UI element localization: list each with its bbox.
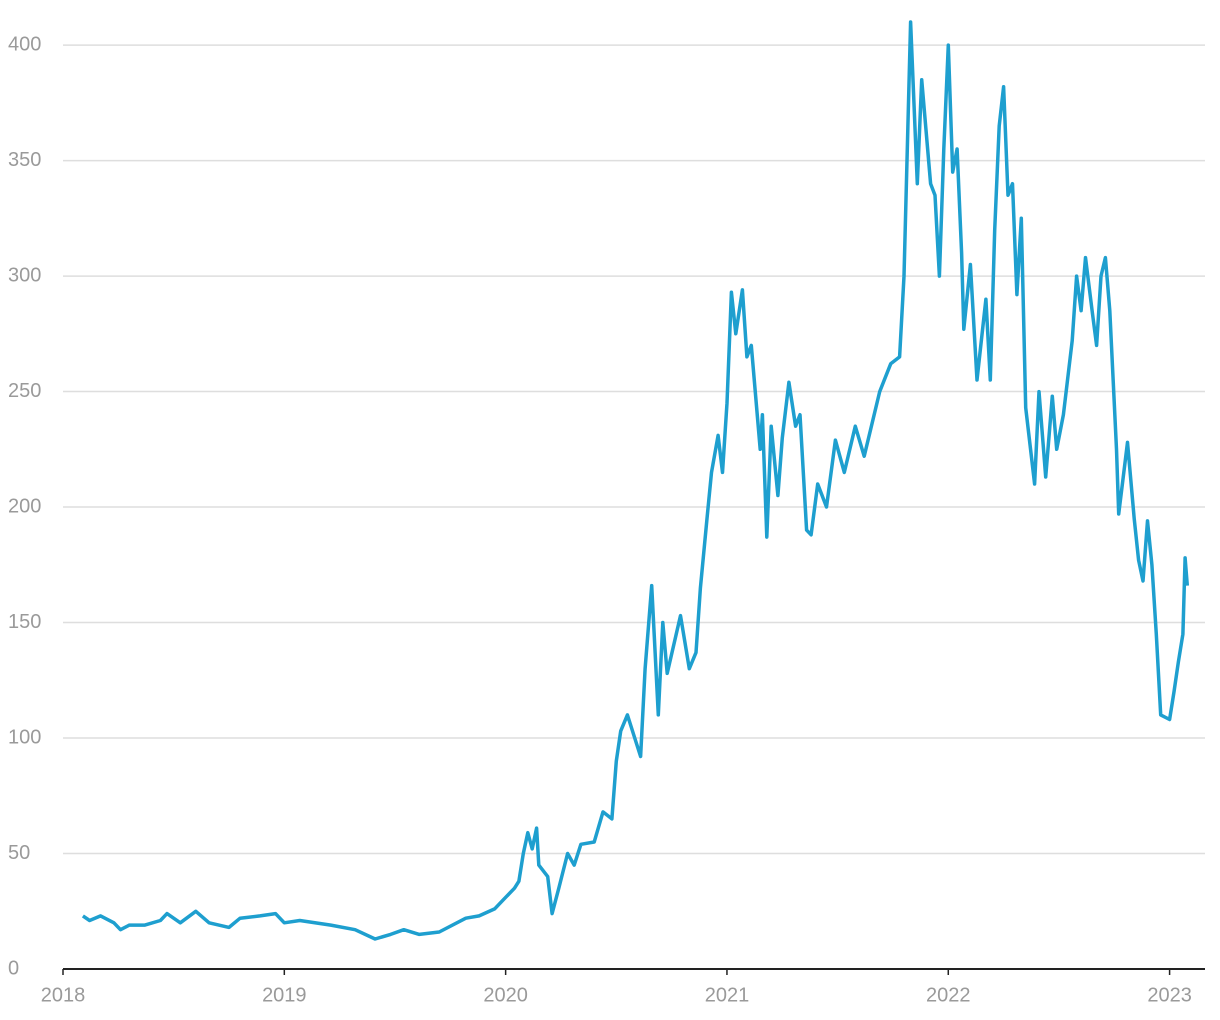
y-tick-label: 250 <box>8 380 41 402</box>
y-tick-label: 400 <box>8 33 41 55</box>
x-tick-label: 2021 <box>705 984 750 1006</box>
x-tick-label: 2022 <box>926 984 971 1006</box>
x-tick-label: 2020 <box>483 984 528 1006</box>
x-tick-label: 2019 <box>262 984 307 1006</box>
y-tick-label: 100 <box>8 726 41 748</box>
line <box>81 20 1190 941</box>
y-tick-label: 350 <box>8 149 41 171</box>
y-tick-label: 200 <box>8 495 41 517</box>
x-tick-label: 2023 <box>1147 984 1192 1006</box>
x-tick-label: 2018 <box>41 984 86 1006</box>
y-tick-label: 150 <box>8 611 41 633</box>
y-tick-label: 50 <box>8 842 30 864</box>
y-tick-label: 300 <box>8 264 41 286</box>
y-tick-label: 0 <box>8 957 19 979</box>
